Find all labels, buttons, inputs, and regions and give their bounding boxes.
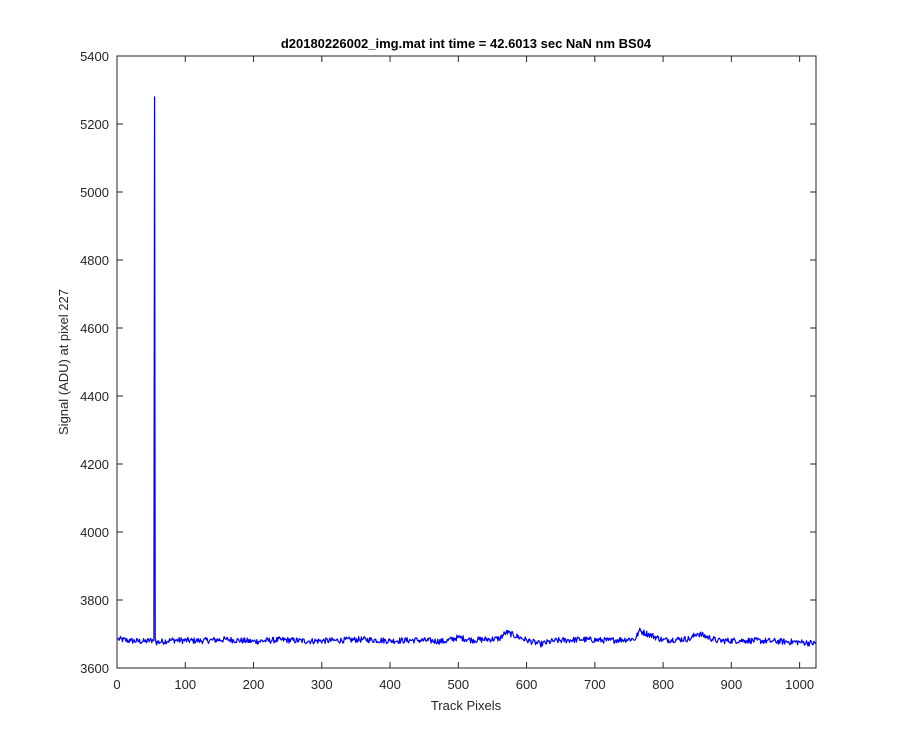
y-tick-label: 4600 (80, 321, 109, 336)
y-tick-label: 4000 (80, 525, 109, 540)
y-tick-label: 3600 (80, 661, 109, 676)
x-tick-label: 600 (516, 677, 538, 692)
y-tick-label: 4400 (80, 389, 109, 404)
chart-title: d20180226002_img.mat int time = 42.6013 … (281, 36, 652, 51)
x-tick-label: 200 (243, 677, 265, 692)
x-axis: 0 100 200 300 400 500 600 700 800 900 1000 (113, 56, 814, 692)
x-tick-label: 100 (174, 677, 196, 692)
x-tick-label: 500 (447, 677, 469, 692)
y-tick-label: 5200 (80, 117, 109, 132)
y-tick-label: 5000 (80, 185, 109, 200)
x-axis-label: Track Pixels (431, 698, 502, 713)
x-tick-label: 400 (379, 677, 401, 692)
x-tick-label: 300 (311, 677, 333, 692)
x-tick-label: 800 (652, 677, 674, 692)
y-tick-label: 4800 (80, 253, 109, 268)
y-axis-label: Signal (ADU) at pixel 227 (56, 289, 71, 435)
x-tick-label: 900 (721, 677, 743, 692)
axes-background (117, 56, 816, 668)
y-tick-label: 4200 (80, 457, 109, 472)
series-line (117, 96, 817, 648)
x-tick-label: 1000 (785, 677, 814, 692)
x-tick-label: 0 (113, 677, 120, 692)
axes-box (116, 55, 817, 669)
y-tick-label: 5400 (80, 49, 109, 64)
plot-area: 0 100 200 300 400 500 600 700 800 900 1000 3600 380… (80, 49, 817, 692)
y-axis: 3600 3800 4000 4200 4400 4600 4800 5000 5200 5400 (80, 49, 816, 676)
y-tick-label: 3800 (80, 593, 109, 608)
x-tick-label: 700 (584, 677, 606, 692)
